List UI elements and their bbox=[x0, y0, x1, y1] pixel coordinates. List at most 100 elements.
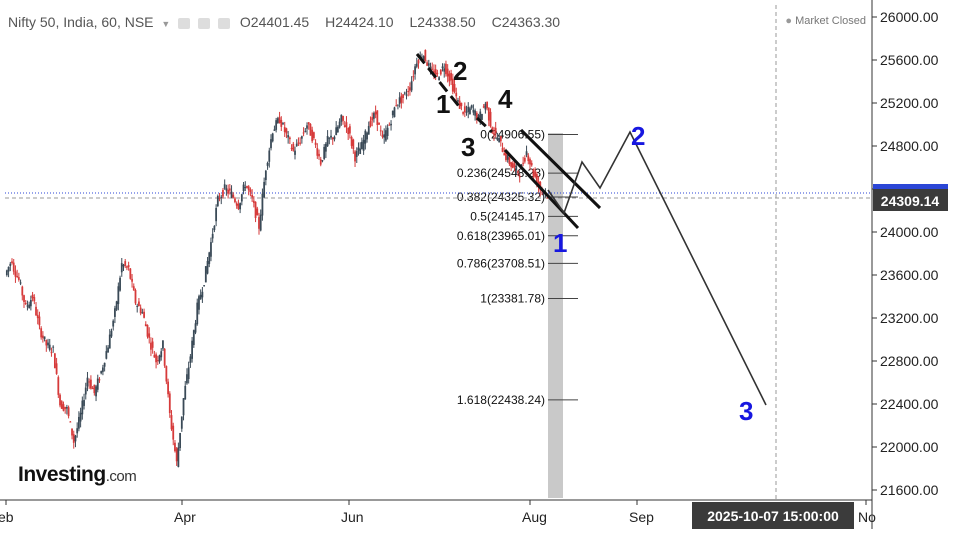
candle-body bbox=[246, 186, 248, 188]
candle-body bbox=[496, 138, 499, 140]
candle-body bbox=[534, 171, 537, 177]
candle-body bbox=[95, 386, 97, 397]
candle-body bbox=[481, 114, 483, 120]
candle-body bbox=[422, 56, 425, 61]
candle-body bbox=[292, 143, 295, 151]
candle-body bbox=[352, 139, 355, 149]
candle-body bbox=[347, 127, 350, 135]
candle-body bbox=[242, 184, 245, 192]
symbol-title[interactable]: Nifty 50, India, 60, NSE bbox=[8, 14, 154, 30]
candle-body bbox=[131, 278, 133, 282]
candle-body bbox=[434, 69, 437, 77]
candle-body bbox=[227, 189, 230, 194]
wave-label-black-3: 3 bbox=[461, 132, 475, 162]
candle-body bbox=[160, 351, 163, 358]
candle-body bbox=[294, 150, 296, 155]
candle-body bbox=[126, 266, 128, 268]
candle-body bbox=[494, 127, 497, 133]
candle-body bbox=[210, 242, 212, 257]
candle-body bbox=[328, 137, 331, 139]
candle-body bbox=[19, 282, 22, 284]
crosshair-time-label: 2025-10-07 15:00:00 bbox=[707, 508, 839, 524]
remove-icon[interactable] bbox=[218, 17, 231, 29]
candle-body bbox=[48, 344, 51, 350]
candle-body bbox=[129, 268, 132, 279]
candle-body bbox=[455, 92, 458, 97]
candle-body bbox=[38, 316, 41, 326]
candle-body bbox=[467, 106, 470, 112]
candle-body bbox=[407, 90, 410, 93]
candle-body bbox=[505, 151, 507, 161]
channel-line-upper bbox=[519, 128, 602, 210]
candle-body bbox=[146, 324, 149, 337]
candle-body bbox=[208, 252, 211, 264]
candle-body bbox=[132, 286, 135, 291]
candle-body bbox=[331, 137, 334, 140]
candle-body bbox=[297, 142, 300, 144]
candle-body bbox=[535, 173, 538, 185]
candle-body bbox=[198, 296, 200, 310]
candle-body bbox=[144, 324, 147, 327]
candle-body bbox=[414, 66, 416, 75]
candle-body bbox=[525, 151, 528, 156]
candle-body bbox=[477, 115, 480, 119]
wave-label-black-1: 1 bbox=[436, 89, 450, 119]
y-tick-label: 25200.00 bbox=[880, 95, 939, 111]
fib-level-label: 0.786(23708.51) bbox=[457, 256, 545, 270]
candle-body bbox=[312, 132, 315, 139]
candle-body bbox=[33, 297, 36, 302]
candle-body bbox=[175, 448, 178, 462]
candle-body bbox=[391, 110, 394, 116]
candle-body bbox=[258, 217, 260, 229]
candle-body bbox=[527, 155, 530, 162]
candle-body bbox=[295, 143, 298, 147]
fib-level-label: 0.5(24145.17) bbox=[470, 209, 545, 223]
candle-body bbox=[350, 136, 353, 146]
candle-body bbox=[453, 83, 456, 92]
symbol-header: Nifty 50, India, 60, NSE ▼ O24401.45 H24… bbox=[8, 14, 564, 30]
candle-body bbox=[306, 125, 308, 129]
candle-body bbox=[172, 425, 175, 440]
investing-logo: Investing.com bbox=[18, 463, 137, 487]
candle-body bbox=[463, 106, 466, 113]
candle-body bbox=[60, 401, 63, 409]
candle-body bbox=[117, 286, 120, 305]
candle-body bbox=[417, 60, 420, 64]
candle-body bbox=[376, 110, 379, 126]
candle-body bbox=[374, 111, 377, 115]
candle-body bbox=[107, 347, 109, 353]
candle-body bbox=[307, 122, 310, 125]
x-tick-label: Aug bbox=[522, 509, 547, 525]
settings-icon[interactable] bbox=[198, 17, 211, 29]
candle-body bbox=[138, 301, 140, 307]
candle-body bbox=[439, 69, 442, 75]
candle-body bbox=[232, 194, 235, 198]
candle-body bbox=[184, 385, 187, 400]
dropdown-caret-icon[interactable]: ▼ bbox=[161, 19, 171, 29]
candle-body bbox=[517, 170, 519, 174]
candle-body bbox=[532, 169, 535, 176]
visibility-toggle-icon[interactable] bbox=[178, 17, 191, 29]
candle-body bbox=[508, 157, 511, 164]
candle-body bbox=[261, 193, 264, 216]
market-status-label: Market Closed bbox=[795, 15, 866, 27]
y-tick-label: 24800.00 bbox=[880, 138, 939, 154]
candle-body bbox=[53, 353, 56, 369]
candle-body bbox=[474, 110, 477, 116]
wave-label-blue-3: 3 bbox=[739, 396, 753, 426]
candle-body bbox=[385, 130, 387, 141]
candle-body bbox=[309, 123, 312, 136]
candle-body bbox=[460, 102, 463, 107]
candle-body bbox=[96, 378, 99, 390]
candle-body bbox=[165, 366, 168, 382]
candle-body bbox=[283, 127, 286, 133]
candle-body bbox=[203, 285, 206, 287]
candle-body bbox=[523, 157, 526, 162]
candle-body bbox=[98, 379, 101, 381]
candlestick-series bbox=[5, 49, 549, 468]
candle-body bbox=[403, 92, 406, 94]
candle-body bbox=[469, 108, 471, 115]
market-status: ● Market Closed bbox=[785, 15, 866, 27]
